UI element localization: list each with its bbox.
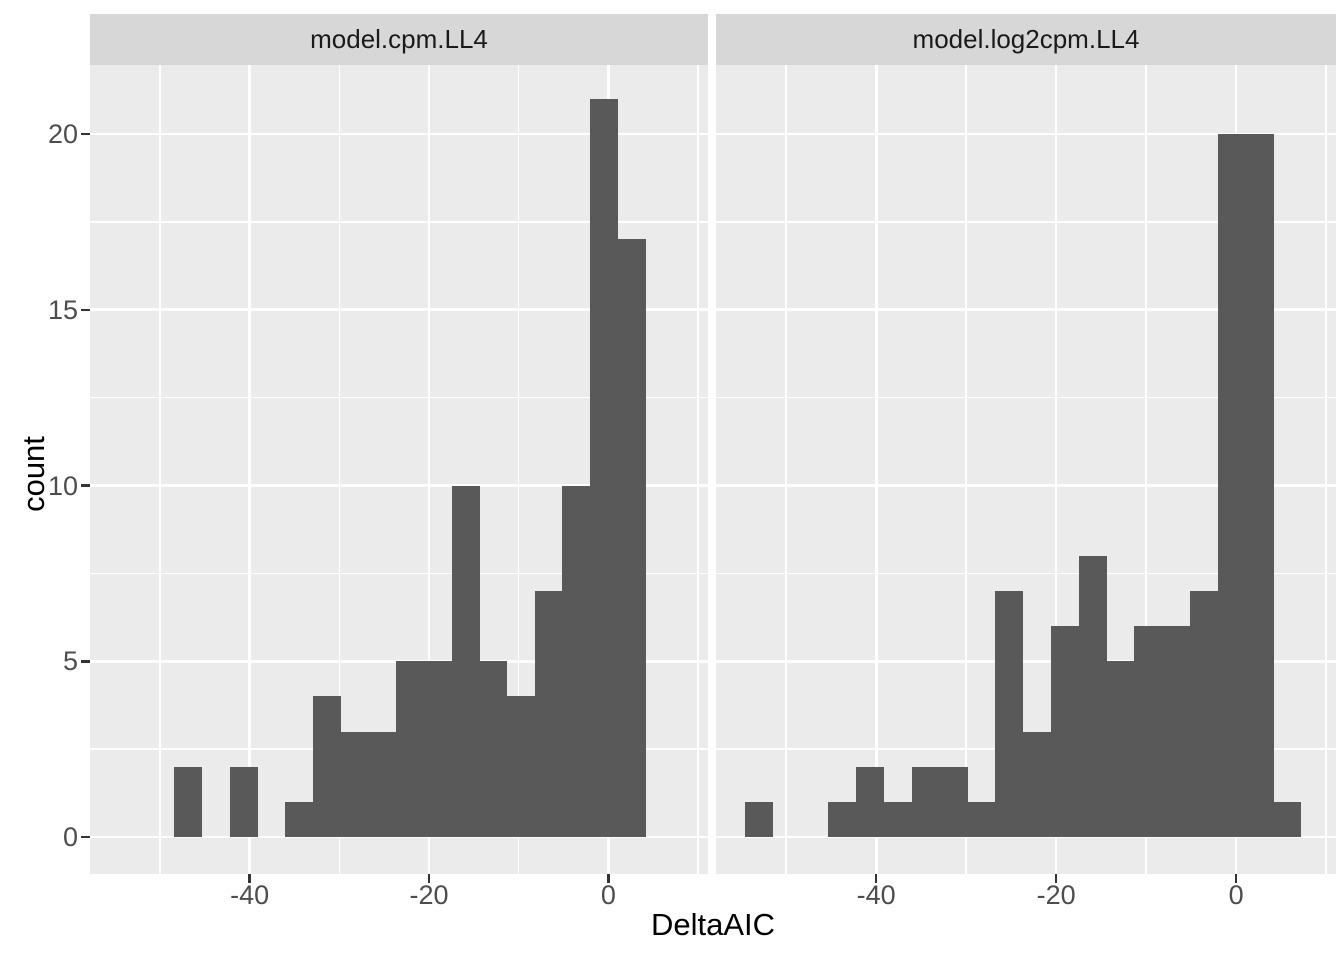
histogram-bar [534, 591, 563, 838]
y-major-gridline [716, 308, 1336, 312]
y-minor-gridline [90, 572, 708, 575]
histogram-bar [1106, 661, 1135, 838]
y-tick-mark [81, 835, 90, 839]
y-major-gridline [90, 659, 708, 663]
histogram-bar [423, 661, 452, 838]
histogram-bar [312, 696, 341, 837]
x-tick-label: -20 [1036, 880, 1076, 910]
x-tick-label: -40 [230, 880, 270, 910]
y-minor-gridline [90, 221, 708, 223]
histogram-bar [1162, 626, 1191, 838]
histogram-bar [856, 766, 885, 838]
x-minor-gridline [159, 65, 161, 874]
x-tick-mark [427, 874, 431, 883]
y-tick-label: 20 [47, 118, 78, 149]
y-minor-gridline [90, 396, 708, 399]
x-tick-label: -20 [409, 880, 449, 910]
facet-panel-right [716, 65, 1336, 874]
histogram-bar [1273, 801, 1302, 838]
x-major-gridline [1054, 65, 1058, 874]
x-tick-label: -40 [856, 880, 896, 910]
x-axis-title: DeltaAIC [650, 907, 776, 942]
y-tick-mark [81, 308, 90, 311]
histogram-bar [229, 766, 258, 838]
y-tick-label: 5 [62, 646, 78, 677]
y-tick-label: 15 [47, 294, 78, 325]
histogram-bar [828, 801, 857, 838]
histogram-bar [1189, 591, 1219, 838]
y-tick-mark [81, 660, 90, 663]
histogram-bar [396, 661, 425, 838]
x-tick-mark [874, 874, 878, 883]
y-minor-gridline [716, 396, 1336, 399]
y-tick-mark [81, 132, 90, 136]
histogram-bar [1050, 626, 1079, 838]
histogram-bar [590, 98, 619, 838]
facet-strip-right-label: model.log2cpm.LL4 [912, 24, 1140, 54]
y-tick-label: 10 [47, 470, 78, 501]
histogram-bar [884, 801, 913, 838]
histogram-bar [340, 731, 369, 838]
histogram-bar [451, 485, 480, 838]
y-major-gridline [716, 659, 1336, 663]
y-major-gridline [716, 132, 1336, 136]
x-tick-label: 0 [1228, 880, 1244, 910]
x-minor-gridline [785, 65, 787, 874]
x-tick-mark [248, 874, 251, 883]
y-major-gridline [90, 132, 708, 136]
x-minor-gridline [697, 65, 699, 874]
y-major-gridline [90, 484, 708, 487]
facet-strip-left-label: model.cpm.LL4 [310, 24, 488, 54]
x-minor-gridline [965, 65, 967, 874]
histogram-bar [1245, 133, 1274, 838]
histogram-bar [745, 801, 774, 838]
histogram-bar [285, 801, 314, 838]
histogram-bar [1134, 626, 1163, 838]
histogram-bar [479, 661, 508, 838]
y-tick-mark [81, 484, 90, 487]
facet-strip-left: model.cpm.LL4 [90, 14, 708, 65]
x-tick-mark [1054, 874, 1058, 883]
histogram-bar [939, 766, 968, 838]
x-major-gridline [427, 65, 431, 874]
histogram-bar [506, 696, 535, 837]
histogram-bar [1023, 731, 1052, 838]
histogram-bar [368, 731, 397, 838]
x-minor-gridline [517, 65, 520, 874]
x-minor-gridline [1325, 65, 1327, 874]
x-minor-gridline [338, 65, 341, 874]
histogram-bar [967, 801, 996, 838]
y-major-gridline [90, 308, 708, 312]
histogram-bar [995, 591, 1024, 838]
x-tick-label: 0 [600, 880, 616, 910]
y-major-gridline [716, 484, 1336, 487]
histogram-bar [1078, 555, 1107, 838]
histogram-bar [174, 766, 203, 838]
histogram-bar [1217, 133, 1246, 838]
x-major-gridline [248, 65, 252, 874]
x-tick-mark [1234, 874, 1238, 883]
x-major-gridline [874, 65, 878, 874]
histogram-bar [562, 485, 591, 838]
facet-panel-left [90, 65, 708, 874]
y-tick-label: 0 [62, 822, 78, 853]
x-minor-gridline [1145, 65, 1147, 874]
x-tick-mark [607, 874, 610, 883]
facet-strip-right: model.log2cpm.LL4 [716, 14, 1336, 65]
histogram-bar [617, 239, 646, 838]
histogram-bar [911, 766, 940, 838]
y-minor-gridline [716, 221, 1336, 223]
y-minor-gridline [716, 572, 1336, 575]
